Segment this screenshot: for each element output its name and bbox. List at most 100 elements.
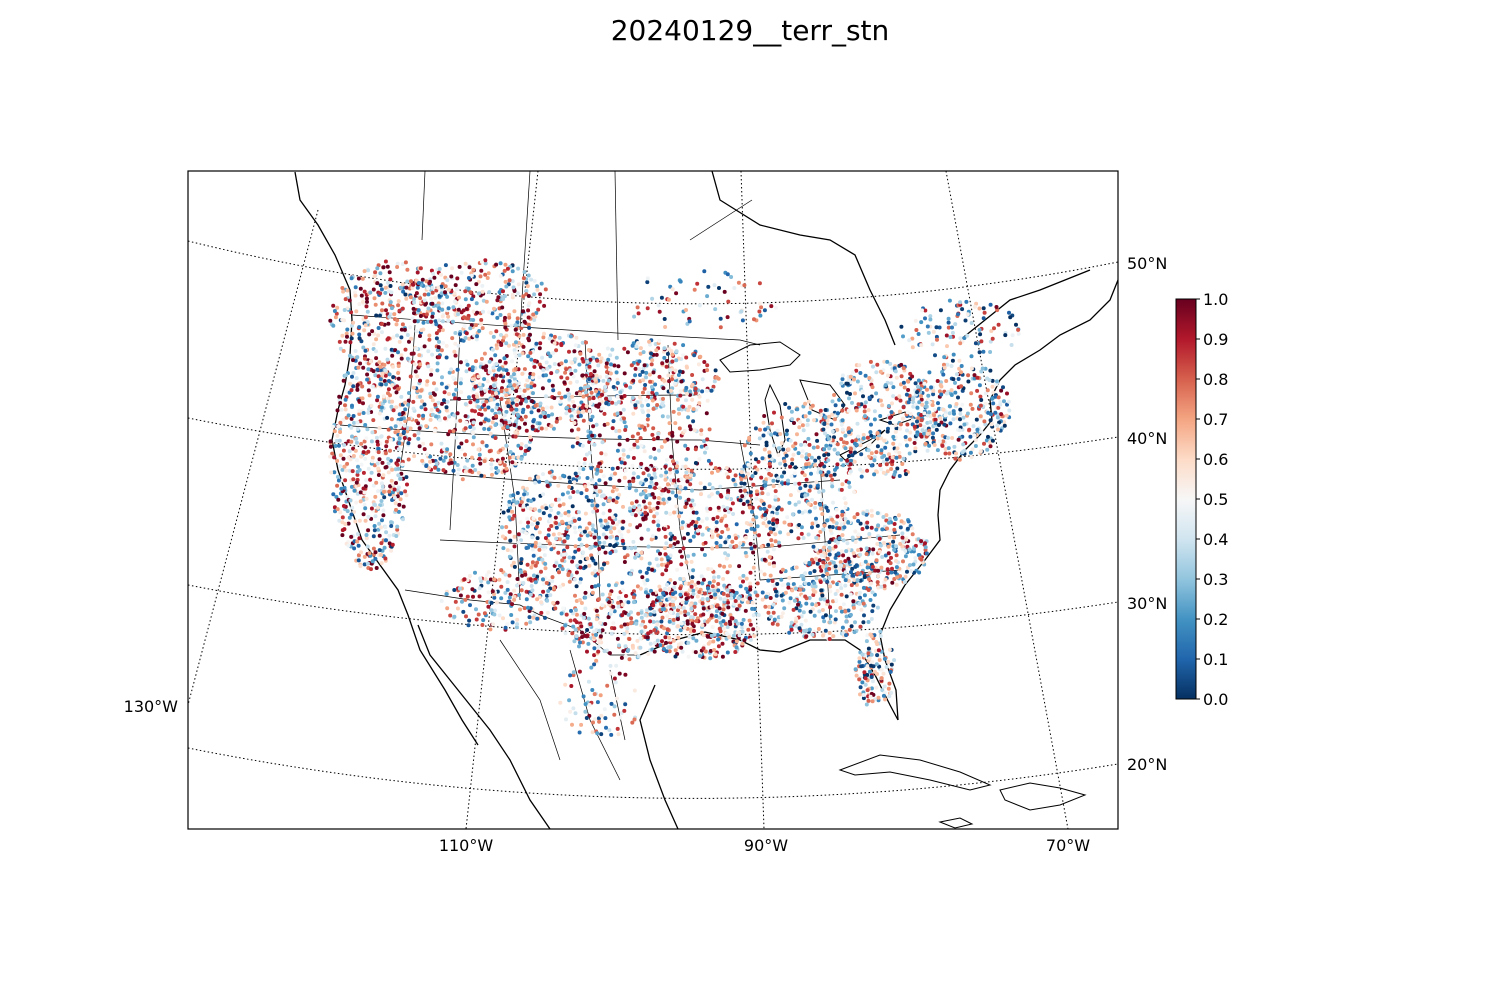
- station-point: [610, 466, 615, 471]
- lake-superior: [719, 341, 801, 373]
- station-point: [726, 475, 731, 480]
- station-point: [782, 459, 787, 464]
- station-point: [577, 517, 582, 522]
- station-point: [478, 461, 483, 466]
- figure-title: 20240129__terr_stn: [610, 14, 890, 47]
- station-point: [346, 521, 351, 526]
- station-point: [553, 515, 558, 520]
- station-point: [525, 562, 530, 567]
- station-point: [489, 462, 494, 467]
- station-point: [557, 522, 562, 527]
- station-point: [521, 332, 526, 337]
- station-point: [481, 309, 485, 314]
- coastlines: [294, 171, 1118, 829]
- station-point: [528, 332, 532, 337]
- station-point: [671, 638, 676, 643]
- station-point: [425, 452, 430, 457]
- station-point: [701, 577, 706, 582]
- station-point: [364, 533, 369, 537]
- station-point: [591, 424, 596, 429]
- station-point: [653, 475, 658, 480]
- station-point: [439, 381, 444, 386]
- station-point: [356, 464, 360, 469]
- station-point: [933, 417, 938, 422]
- station-point: [668, 467, 673, 472]
- station-point: [389, 404, 394, 409]
- station-point: [387, 541, 392, 546]
- station-point: [771, 518, 776, 523]
- station-point: [597, 461, 602, 466]
- station-point: [526, 322, 531, 327]
- station-point: [571, 374, 576, 379]
- station-point: [522, 492, 527, 497]
- station-point: [600, 628, 605, 633]
- station-point: [582, 611, 587, 616]
- station-point: [707, 494, 712, 499]
- station-point: [504, 409, 509, 414]
- station-point: [540, 557, 545, 562]
- station-point: [484, 443, 489, 448]
- station-point: [667, 596, 672, 601]
- station-point: [686, 554, 691, 559]
- station-point: [734, 544, 739, 548]
- station-point: [601, 511, 606, 516]
- station-point: [709, 461, 713, 466]
- station-point: [378, 271, 383, 276]
- station-point: [350, 505, 355, 510]
- station-point: [597, 352, 602, 357]
- station-point: [359, 454, 364, 459]
- station-point: [804, 462, 809, 467]
- station-point: [634, 499, 639, 504]
- station-point: [679, 507, 684, 512]
- station-point: [600, 392, 604, 397]
- station-point: [386, 427, 391, 432]
- station-point: [574, 612, 579, 617]
- station-point: [650, 432, 655, 437]
- station-point: [679, 621, 684, 626]
- station-point: [438, 456, 443, 461]
- station-point: [535, 536, 540, 541]
- station-point: [455, 367, 460, 372]
- station-point: [394, 507, 398, 512]
- station-point: [676, 608, 680, 613]
- station-point: [779, 507, 784, 512]
- station-point: [430, 352, 435, 357]
- station-point: [755, 467, 760, 472]
- station-point: [672, 478, 676, 483]
- station-point: [950, 358, 955, 363]
- station-point: [850, 439, 855, 444]
- station-point: [599, 469, 604, 474]
- station-point: [695, 594, 700, 599]
- station-point: [593, 573, 598, 578]
- station-point: [563, 394, 568, 399]
- station-point: [420, 277, 425, 282]
- station-point: [855, 379, 860, 384]
- station-point: [476, 447, 481, 452]
- station-point: [785, 515, 790, 520]
- station-point: [702, 485, 707, 490]
- station-point: [885, 457, 889, 462]
- station-point: [463, 261, 468, 266]
- station-point: [776, 505, 781, 510]
- station-point: [690, 488, 694, 493]
- station-point: [721, 626, 726, 631]
- station-point: [516, 443, 521, 448]
- station-point: [536, 475, 540, 480]
- station-point: [899, 362, 904, 367]
- station-point: [978, 449, 983, 454]
- station-point: [408, 295, 413, 300]
- station-point: [568, 380, 573, 385]
- station-point: [526, 308, 531, 313]
- station-point: [365, 544, 370, 549]
- station-point: [549, 371, 554, 376]
- station-point: [361, 401, 365, 406]
- station-point: [820, 512, 825, 516]
- map-panel[interactable]: [187, 170, 1119, 830]
- station-point: [521, 344, 526, 349]
- station-point: [885, 359, 890, 364]
- station-point: [582, 385, 587, 390]
- station-point: [389, 478, 394, 483]
- station-point: [615, 636, 620, 641]
- station-point: [893, 429, 898, 434]
- station-point: [660, 607, 665, 612]
